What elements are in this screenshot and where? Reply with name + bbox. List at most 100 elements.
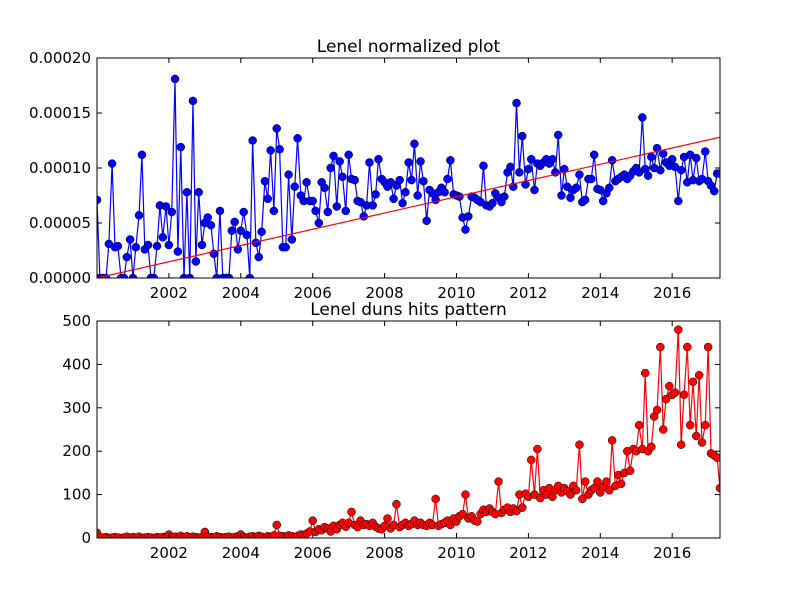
data-point bbox=[410, 139, 419, 149]
data-point bbox=[290, 182, 299, 191]
data-point bbox=[605, 183, 614, 193]
data-point bbox=[692, 431, 701, 441]
data-point bbox=[137, 150, 147, 160]
data-point bbox=[422, 216, 431, 226]
data-point bbox=[194, 187, 203, 197]
data-point bbox=[443, 174, 452, 184]
data-point bbox=[392, 499, 401, 509]
data-point bbox=[652, 405, 662, 415]
y-tick-label: 0.00020 bbox=[29, 49, 91, 67]
x-tick-label: 2004 bbox=[222, 284, 260, 302]
data-point bbox=[530, 185, 539, 195]
data-point bbox=[260, 176, 270, 186]
data-point bbox=[107, 159, 117, 168]
data-point bbox=[236, 226, 246, 235]
x-tick-label: 2012 bbox=[509, 544, 547, 562]
data-point bbox=[419, 176, 428, 186]
data-point bbox=[557, 191, 566, 200]
data-point bbox=[506, 162, 515, 172]
data-point bbox=[185, 273, 194, 278]
data-point bbox=[638, 113, 647, 122]
data-point bbox=[571, 183, 581, 193]
data-point bbox=[605, 486, 614, 495]
data-point bbox=[701, 147, 710, 156]
data-point bbox=[125, 235, 135, 244]
data-point bbox=[398, 198, 407, 208]
data-point bbox=[676, 165, 686, 175]
x-tick-label: 2010 bbox=[437, 544, 475, 562]
data-point bbox=[350, 175, 360, 185]
data-point bbox=[670, 388, 680, 397]
data-point bbox=[188, 96, 198, 106]
data-point bbox=[571, 486, 581, 495]
data-point bbox=[607, 156, 617, 165]
data-point bbox=[515, 168, 524, 177]
data-point bbox=[122, 252, 132, 262]
data-point bbox=[527, 154, 536, 164]
data-point bbox=[652, 143, 662, 153]
data-point bbox=[674, 196, 683, 206]
data-point bbox=[308, 516, 317, 525]
data-point bbox=[320, 183, 329, 193]
data-point bbox=[287, 235, 297, 244]
data-point bbox=[533, 444, 542, 454]
data-point bbox=[548, 154, 557, 164]
y-tick-label: 200 bbox=[62, 442, 91, 460]
data-point bbox=[494, 477, 503, 486]
data-point bbox=[281, 242, 290, 252]
data-point bbox=[701, 420, 710, 430]
data-point bbox=[712, 453, 720, 462]
data-point bbox=[341, 206, 351, 216]
data-point bbox=[676, 440, 686, 449]
data-point bbox=[640, 368, 650, 378]
data-point bbox=[458, 509, 467, 519]
data-point bbox=[245, 273, 255, 278]
data-point bbox=[371, 190, 380, 199]
x-tick-label: 2008 bbox=[366, 544, 404, 562]
data-point bbox=[152, 241, 162, 251]
x-tick-label: 2004 bbox=[222, 544, 260, 562]
data-point bbox=[580, 195, 590, 205]
x-tick-label: 2002 bbox=[150, 544, 188, 562]
data-point bbox=[685, 420, 695, 430]
data-point bbox=[575, 170, 584, 179]
data-point bbox=[431, 494, 440, 504]
data-point bbox=[625, 466, 635, 475]
data-point bbox=[656, 165, 665, 175]
data-point bbox=[709, 186, 719, 196]
data-point bbox=[197, 240, 207, 250]
y-tick-label: 0.00005 bbox=[29, 214, 91, 232]
y-tick-label: 0.00010 bbox=[29, 159, 91, 177]
data-point bbox=[656, 342, 665, 352]
y-tick-label: 400 bbox=[62, 355, 91, 373]
data-point bbox=[263, 194, 273, 204]
data-point bbox=[602, 477, 611, 486]
data-point bbox=[692, 153, 701, 163]
x-tick-label: 2008 bbox=[366, 284, 404, 302]
data-point bbox=[323, 207, 333, 217]
data-point bbox=[518, 503, 527, 512]
data-point bbox=[97, 195, 102, 205]
data-point bbox=[173, 247, 183, 256]
data-point bbox=[703, 342, 713, 352]
data-point bbox=[647, 152, 656, 162]
series-line bbox=[97, 136, 720, 278]
chart-title: Lenel duns hits pattern bbox=[310, 300, 506, 320]
data-point bbox=[329, 151, 338, 161]
data-point bbox=[401, 187, 410, 197]
data-point bbox=[512, 98, 521, 108]
data-point bbox=[161, 202, 171, 211]
data-point bbox=[131, 242, 141, 252]
x-tick-label: 2014 bbox=[581, 544, 619, 562]
data-point bbox=[560, 164, 569, 174]
data-point bbox=[578, 494, 587, 504]
y-tick-label: 300 bbox=[62, 399, 91, 417]
data-point bbox=[164, 240, 174, 250]
data-point bbox=[665, 381, 674, 391]
data-point bbox=[524, 164, 533, 174]
data-point bbox=[248, 136, 257, 145]
data-point bbox=[347, 507, 356, 517]
data-point bbox=[461, 225, 470, 234]
data-point bbox=[634, 420, 644, 430]
